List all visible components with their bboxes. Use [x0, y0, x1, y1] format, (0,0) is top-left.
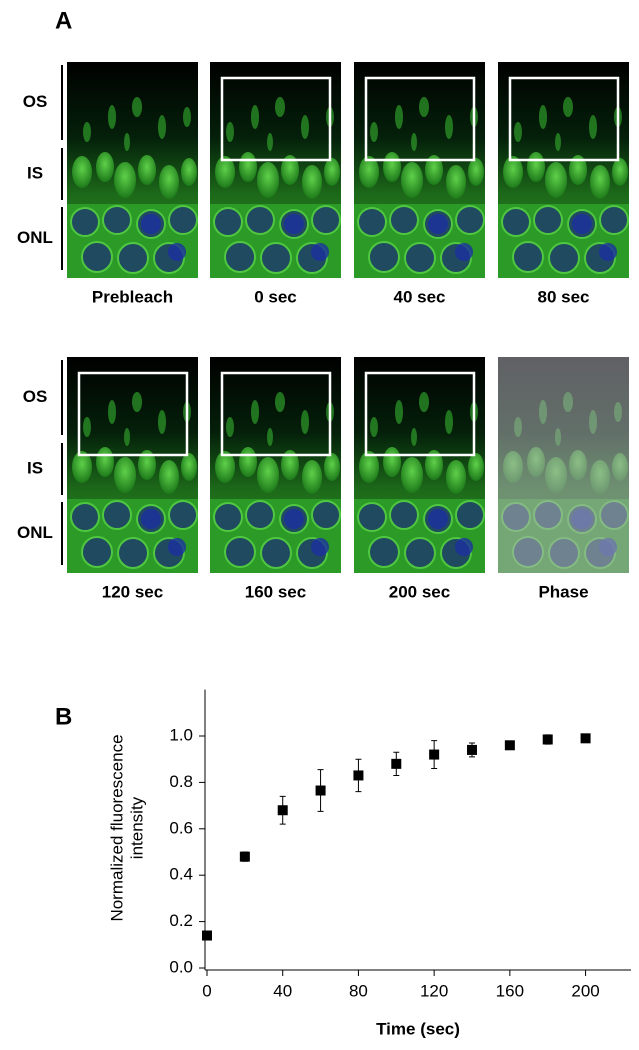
caption: Prebleach — [92, 287, 173, 306]
micrograph — [354, 62, 485, 278]
layer-label: ONL — [17, 228, 53, 247]
x-tick-label: 40 — [273, 981, 292, 1000]
micrograph — [67, 357, 198, 573]
caption: 120 sec — [102, 582, 163, 601]
layer-label: OS — [23, 387, 48, 406]
x-tick-label: 80 — [349, 981, 368, 1000]
x-tick-label: 0 — [202, 981, 211, 1000]
y-tick-label: 1.0 — [169, 725, 193, 744]
micrograph — [67, 62, 198, 278]
y-axis-label: Normalized fluorescence — [107, 734, 126, 921]
panel-a: OS IS ONL Prebleach 0 sec 40 sec 80 sec OS IS ONL… — [17, 62, 629, 601]
data-point — [429, 749, 440, 760]
caption: 80 sec — [538, 287, 590, 306]
x-tick-label: 160 — [496, 981, 524, 1000]
data-point — [580, 733, 591, 744]
caption: 200 sec — [389, 582, 450, 601]
data-point — [277, 805, 288, 816]
micrograph — [498, 62, 629, 278]
bleach-region — [364, 76, 476, 162]
x-tick-label: 200 — [571, 981, 599, 1000]
layer-label: OS — [23, 92, 48, 111]
x-tick-label: 120 — [420, 981, 448, 1000]
bleach-region — [364, 371, 476, 457]
micrograph — [210, 357, 341, 573]
panel-label: A — [55, 7, 72, 34]
panel-label: B — [55, 703, 72, 730]
y-tick-label: 0.4 — [169, 865, 193, 884]
data-point — [353, 770, 364, 781]
bleach-region — [77, 371, 189, 457]
bleach-region — [220, 76, 332, 162]
x-axis-label: Time (sec) — [376, 1019, 460, 1038]
data-point — [202, 930, 212, 941]
phase-overlay — [498, 357, 629, 573]
caption: 0 sec — [254, 287, 297, 306]
y-tick-label: 0.6 — [169, 818, 193, 837]
caption: 160 sec — [245, 582, 306, 601]
data-point — [315, 785, 326, 796]
data-point — [542, 734, 553, 745]
layer-label: IS — [27, 163, 43, 182]
bleach-region — [508, 76, 620, 162]
y-tick-label: 0.2 — [169, 911, 193, 930]
layer-label: ONL — [17, 523, 53, 542]
micrograph — [354, 357, 485, 573]
caption: Phase — [538, 582, 588, 601]
data-point — [504, 740, 515, 751]
y-tick-label: 0.8 — [169, 772, 193, 791]
micrograph — [210, 62, 341, 278]
caption: 40 sec — [394, 287, 446, 306]
bleach-region — [220, 371, 332, 457]
panel-b: 0.0 0.2 0.4 0.6 0.8 1.0 0 40 80 120 160 200 Normaliz… — [107, 689, 631, 1038]
data-point — [467, 744, 477, 755]
layer-label: IS — [27, 458, 43, 477]
y-axis-label: intensity — [127, 796, 146, 859]
data-point — [239, 851, 250, 862]
data-point — [391, 758, 402, 769]
y-tick-label: 0.0 — [169, 957, 193, 976]
